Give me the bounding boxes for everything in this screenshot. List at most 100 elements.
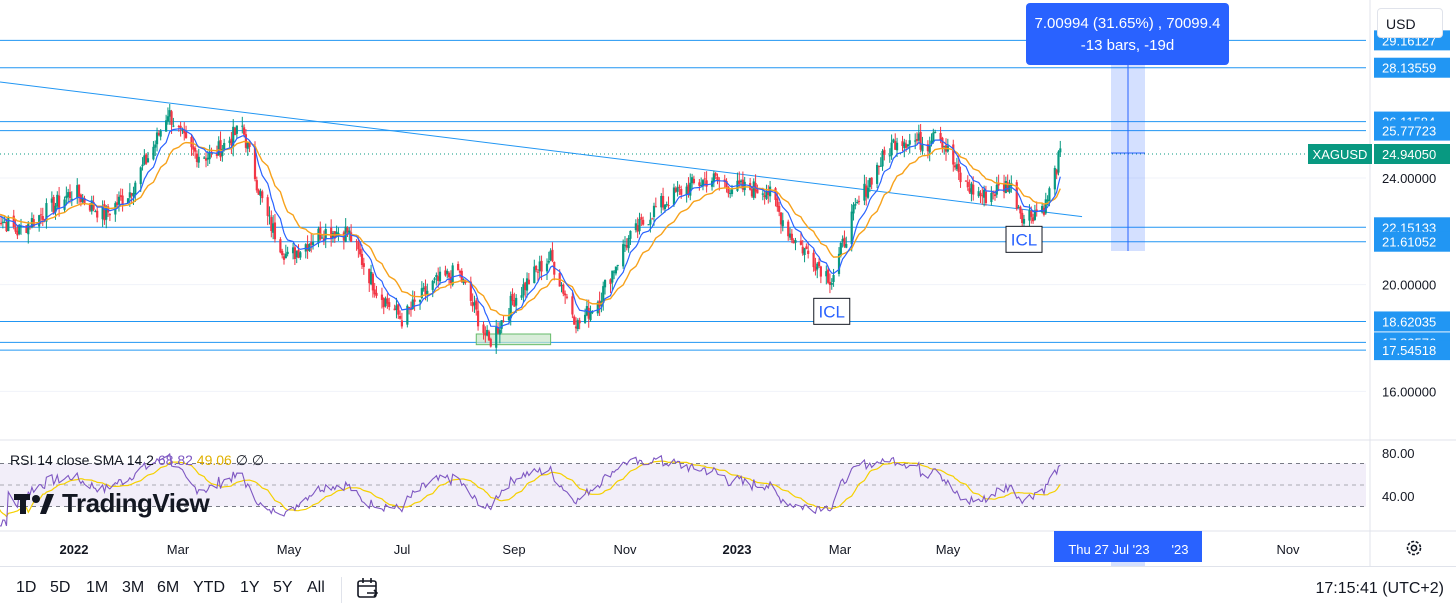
candle-body xyxy=(103,204,106,221)
candle-body xyxy=(562,284,565,294)
candle-body xyxy=(259,191,262,196)
rsi-line xyxy=(0,452,1061,527)
candle-body xyxy=(952,144,955,165)
candle-body xyxy=(317,228,320,244)
candle-body xyxy=(65,195,68,199)
candle-body xyxy=(498,329,501,335)
candle-body xyxy=(576,320,579,329)
timeframe-5y-button[interactable]: 5Y xyxy=(273,579,293,596)
candle-body xyxy=(660,195,663,208)
candle-body xyxy=(680,188,683,195)
candle-body xyxy=(68,191,72,199)
currency-selector[interactable]: USD xyxy=(1377,8,1443,38)
candle-body xyxy=(223,142,226,150)
candle-body xyxy=(968,188,971,193)
candle-body xyxy=(959,172,962,183)
candle-body xyxy=(801,246,804,254)
candle-body xyxy=(536,271,540,273)
candle-body xyxy=(917,133,920,141)
rsi-value: 68.82 xyxy=(157,452,193,468)
candle-body xyxy=(649,219,652,225)
gear-icon[interactable] xyxy=(1404,538,1424,558)
candle-body xyxy=(413,299,416,302)
candle-body xyxy=(172,125,175,127)
candle-body xyxy=(322,238,326,241)
rsi-legend[interactable]: RSI 14 close SMA 14 2 68.82 49.06 ∅ ∅ xyxy=(10,452,264,469)
candle-body xyxy=(819,266,822,277)
candle-body xyxy=(591,312,594,314)
candle-body xyxy=(393,308,396,311)
timeframe-3m-button[interactable]: 3M xyxy=(122,579,145,596)
candle-body xyxy=(700,184,703,186)
candle-body xyxy=(168,110,171,117)
tradingview-logo-icon xyxy=(14,494,54,514)
timeframe-1m-button[interactable]: 1M xyxy=(86,579,109,596)
trendline xyxy=(0,81,1083,346)
candle-body xyxy=(487,331,491,341)
candle-body xyxy=(895,142,899,151)
candle-body xyxy=(930,140,933,145)
rsi-sma-line xyxy=(0,460,1061,518)
candle-body xyxy=(395,305,398,310)
candle-body xyxy=(184,132,188,138)
time-tick-label: Mar xyxy=(167,542,190,557)
candle-body xyxy=(701,180,705,187)
candle-body xyxy=(622,244,625,267)
candle-body xyxy=(306,244,309,251)
candle-body xyxy=(346,227,349,233)
icl-label-box xyxy=(813,297,851,325)
timeframe-1y-button[interactable]: 1Y xyxy=(240,579,260,596)
candle-body xyxy=(244,134,248,148)
time-axis: 2022 Mar May Jul Sep Nov 2023 Mar May Nov Thu 27 J… xyxy=(60,531,1300,562)
candle-body xyxy=(272,223,275,233)
candle-body xyxy=(219,140,222,158)
price-axis: 16.0000020.0000024.0000029.1612728.13559… xyxy=(1308,30,1450,504)
candle-body xyxy=(446,270,449,274)
level-price-label: 25.77723 xyxy=(1382,124,1436,139)
grid-layer xyxy=(0,0,1456,566)
timeframe-1d-button[interactable]: 1D xyxy=(16,579,37,596)
candle-body xyxy=(676,187,679,192)
candle-body xyxy=(627,237,630,249)
rsi-sma-value: 49.06 xyxy=(196,452,232,468)
timeframe-all-button[interactable]: All xyxy=(307,579,325,596)
calendar-range-icon[interactable] xyxy=(356,577,382,601)
candle-body xyxy=(687,184,690,195)
candle-body xyxy=(500,320,503,329)
crosshair-time-tag xyxy=(1054,531,1202,562)
candle-body xyxy=(77,184,81,197)
candle-body xyxy=(854,203,857,206)
last-price-label: 24.94050 xyxy=(1382,147,1436,162)
icl-label: ICL xyxy=(1011,230,1037,249)
candle-body xyxy=(685,186,688,195)
candle-body xyxy=(629,230,632,239)
price-tick-label: 20.00000 xyxy=(1382,278,1436,293)
clock-timezone[interactable]: 17:15:41 (UTC+2) xyxy=(1315,580,1444,597)
candle-body xyxy=(919,132,922,150)
candle-body xyxy=(330,227,333,240)
candle-body xyxy=(373,289,376,295)
timeframe-ytd-button[interactable]: YTD xyxy=(193,579,225,596)
candle-body xyxy=(803,248,806,256)
candle-body xyxy=(698,182,701,186)
candle-body xyxy=(934,131,937,133)
time-tick-label: May xyxy=(936,542,961,557)
timeframe-5d-button[interactable]: 5D xyxy=(50,579,71,596)
candle-body xyxy=(284,253,287,259)
candle-body xyxy=(469,281,472,301)
candle-body xyxy=(661,195,665,208)
candle-body xyxy=(195,153,199,162)
candle-body xyxy=(241,125,244,127)
candle-body xyxy=(268,215,271,217)
candle-body xyxy=(458,270,462,273)
candle-body xyxy=(233,128,237,136)
candle-body xyxy=(14,228,17,232)
rsi-tick-label: 40.00 xyxy=(1382,489,1415,504)
candle-body xyxy=(525,278,529,291)
candle-body xyxy=(348,230,351,235)
candle-body xyxy=(843,237,846,247)
timeframe-6m-button[interactable]: 6M xyxy=(157,579,180,596)
tradingview-logo[interactable]: TradingView xyxy=(14,486,210,520)
time-tick-label: 2022 xyxy=(60,542,89,557)
